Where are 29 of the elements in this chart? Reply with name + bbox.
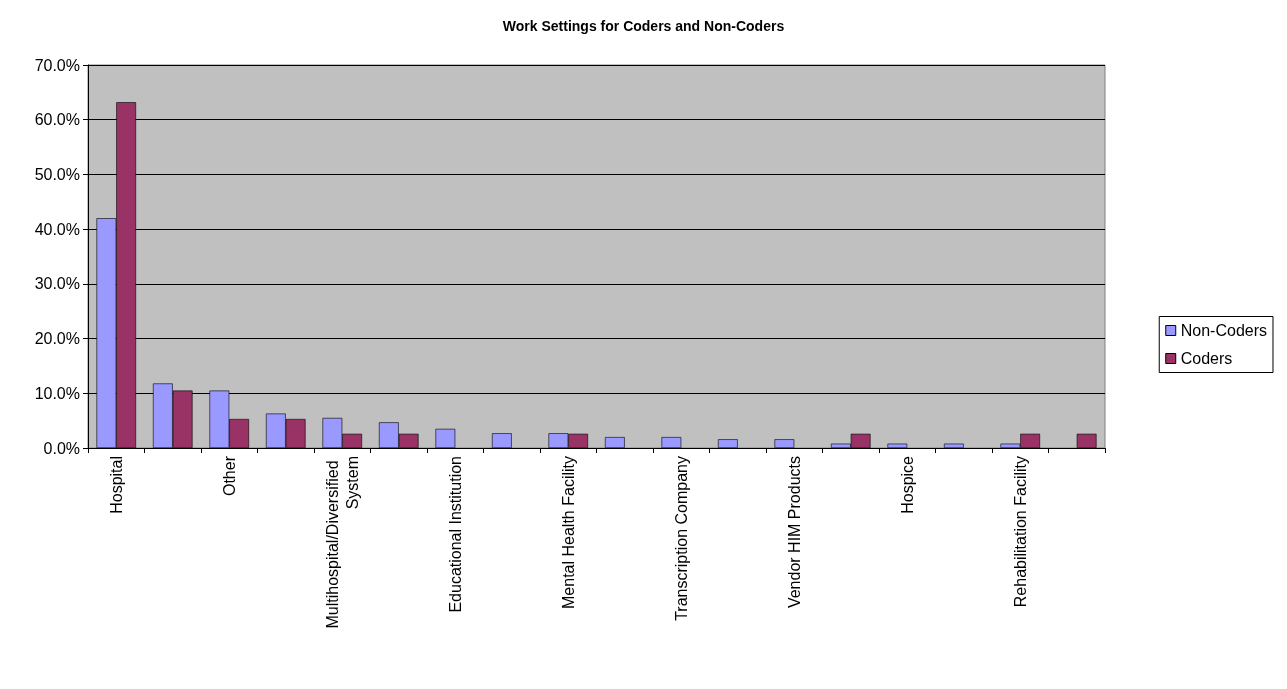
bar [887,443,908,448]
bar [1076,433,1097,448]
legend-label: Non-Coders [1180,322,1268,339]
x-tick-label: Mental Health Facility [559,456,577,609]
bar [717,439,738,448]
bar [604,437,625,448]
bar [774,439,795,448]
bar [491,433,512,448]
y-tick-label: 20.0% [34,330,80,348]
x-tick-label: Vendor HIM Products [785,456,803,609]
x-tick-label: Hospital [107,456,125,514]
bar [661,437,682,448]
x-tick-label: Transcription Company [672,456,690,621]
bar [943,443,964,448]
y-tick-label: 10.0% [34,384,80,402]
x-tick-label: Hospice [898,455,916,514]
y-tick-label: 60.0% [34,111,80,129]
x-tick-label: Educational Institution [446,456,464,613]
y-tick-label: 40.0% [34,220,80,238]
x-tick-label: Multihospital/Diversified System [323,456,361,629]
y-tick-label: 50.0% [34,165,80,183]
x-tick-label: Rehabilitation Facility [1011,456,1029,608]
y-tick-label: 0.0% [43,439,80,457]
y-tick-label: 30.0% [34,275,80,293]
chart-title: Work Settings for Coders and Non-Coders [502,18,785,34]
x-tick-label: Other [220,455,238,497]
bar [435,428,456,448]
legend-label: Coders [1180,350,1233,367]
y-tick-label: 70.0% [34,56,80,74]
